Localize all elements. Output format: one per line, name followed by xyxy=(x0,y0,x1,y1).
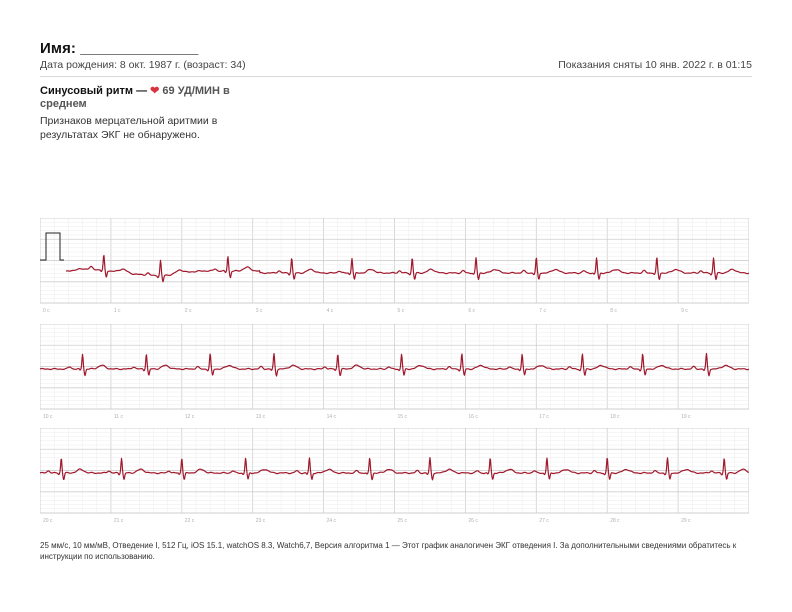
ecg-trace xyxy=(40,352,749,377)
recorded-at: Показания сняты 10 янв. 2022 г. в 01:15 xyxy=(558,59,752,71)
time-tick-label: 15 с xyxy=(398,414,408,420)
rhythm-summary: Синусовый ритм — ❤ 69 УД/МИН в среднем xyxy=(40,85,250,111)
time-tick-label: 28 с xyxy=(610,518,620,524)
time-tick-label: 1 с xyxy=(114,308,121,314)
ecg-strip-1-graph: 0 с 1 с 2 с 3 с 4 с 5 с 6 с 7 с 8 с 9 с xyxy=(40,218,749,314)
heart-icon: ❤ xyxy=(150,85,160,97)
time-tick-label: 2 с xyxy=(185,308,192,314)
header-divider xyxy=(40,76,752,77)
time-tick-label: 7 с xyxy=(539,308,546,314)
time-tick-label: 25 с xyxy=(398,518,408,524)
time-tick-label: 24 с xyxy=(327,518,337,524)
time-tick-label: 10 с xyxy=(43,414,53,420)
average-heart-rate: 69 УД/МИН в среднем xyxy=(40,85,230,110)
time-tick-label: 23 с xyxy=(256,518,266,524)
ecg-trace xyxy=(40,457,749,481)
time-tick-label: 26 с xyxy=(468,518,478,524)
calibration-pulse xyxy=(40,232,64,261)
grid-border xyxy=(40,428,749,514)
date-of-birth: Дата рождения: 8 окт. 1987 г. (возраст: … xyxy=(40,59,246,71)
ecg-strip-3: 20 с 21 с 22 с 23 с 24 с 25 с 26 с 27 с 28 с 29 с xyxy=(40,428,749,524)
ecg-strip-1: 0 с 1 с 2 с 3 с 4 с 5 с 6 с 7 с 8 с 9 с xyxy=(40,218,749,314)
time-tick-label: 13 с xyxy=(256,414,266,420)
patient-name-label: Имя: ______________ xyxy=(40,40,199,57)
time-tick-label: 18 с xyxy=(610,414,620,420)
time-tick-label: 19 с xyxy=(681,414,691,420)
time-tick-label: 29 с xyxy=(681,518,691,524)
ecg-grid xyxy=(40,218,749,303)
time-tick-label: 11 с xyxy=(114,414,124,420)
grid-border xyxy=(40,324,749,410)
ecg-grid xyxy=(40,324,749,409)
time-tick-label: 3 с xyxy=(256,308,263,314)
time-tick-label: 4 с xyxy=(327,308,334,314)
time-tick-label: 16 с xyxy=(468,414,478,420)
rhythm-classification: Синусовый ритм — xyxy=(40,85,151,97)
grid-border xyxy=(40,218,749,304)
ecg-trace xyxy=(65,254,749,283)
ecg-grid xyxy=(40,428,749,513)
ecg-strip-2: 10 с 11 с 12 с 13 с 14 с 15 с 16 с 17 с 18 с 19 с xyxy=(40,324,749,420)
time-tick-label: 5 с xyxy=(398,308,405,314)
time-tick-label: 17 с xyxy=(539,414,549,420)
afib-result: Признаков мерцательной аритмии в результ… xyxy=(40,115,218,141)
time-tick-label: 21 с xyxy=(114,518,124,524)
recording-footnote: 25 мм/с, 10 мм/мВ, Отведение I, 512 Гц, … xyxy=(40,541,737,561)
time-tick-label: 27 с xyxy=(539,518,549,524)
time-tick-label: 8 с xyxy=(610,308,617,314)
time-tick-label: 12 с xyxy=(185,414,195,420)
ecg-strip-3-graph: 20 с 21 с 22 с 23 с 24 с 25 с 26 с 27 с 28 с 29 с xyxy=(40,428,749,524)
time-tick-label: 6 с xyxy=(468,308,475,314)
time-tick-label: 22 с xyxy=(185,518,195,524)
time-tick-label: 14 с xyxy=(327,414,337,420)
time-tick-label: 0 с xyxy=(43,308,50,314)
ecg-strip-2-graph: 10 с 11 с 12 с 13 с 14 с 15 с 16 с 17 с 18 с 19 с xyxy=(40,324,749,420)
time-tick-label: 9 с xyxy=(681,308,688,314)
time-tick-label: 20 с xyxy=(43,518,53,524)
